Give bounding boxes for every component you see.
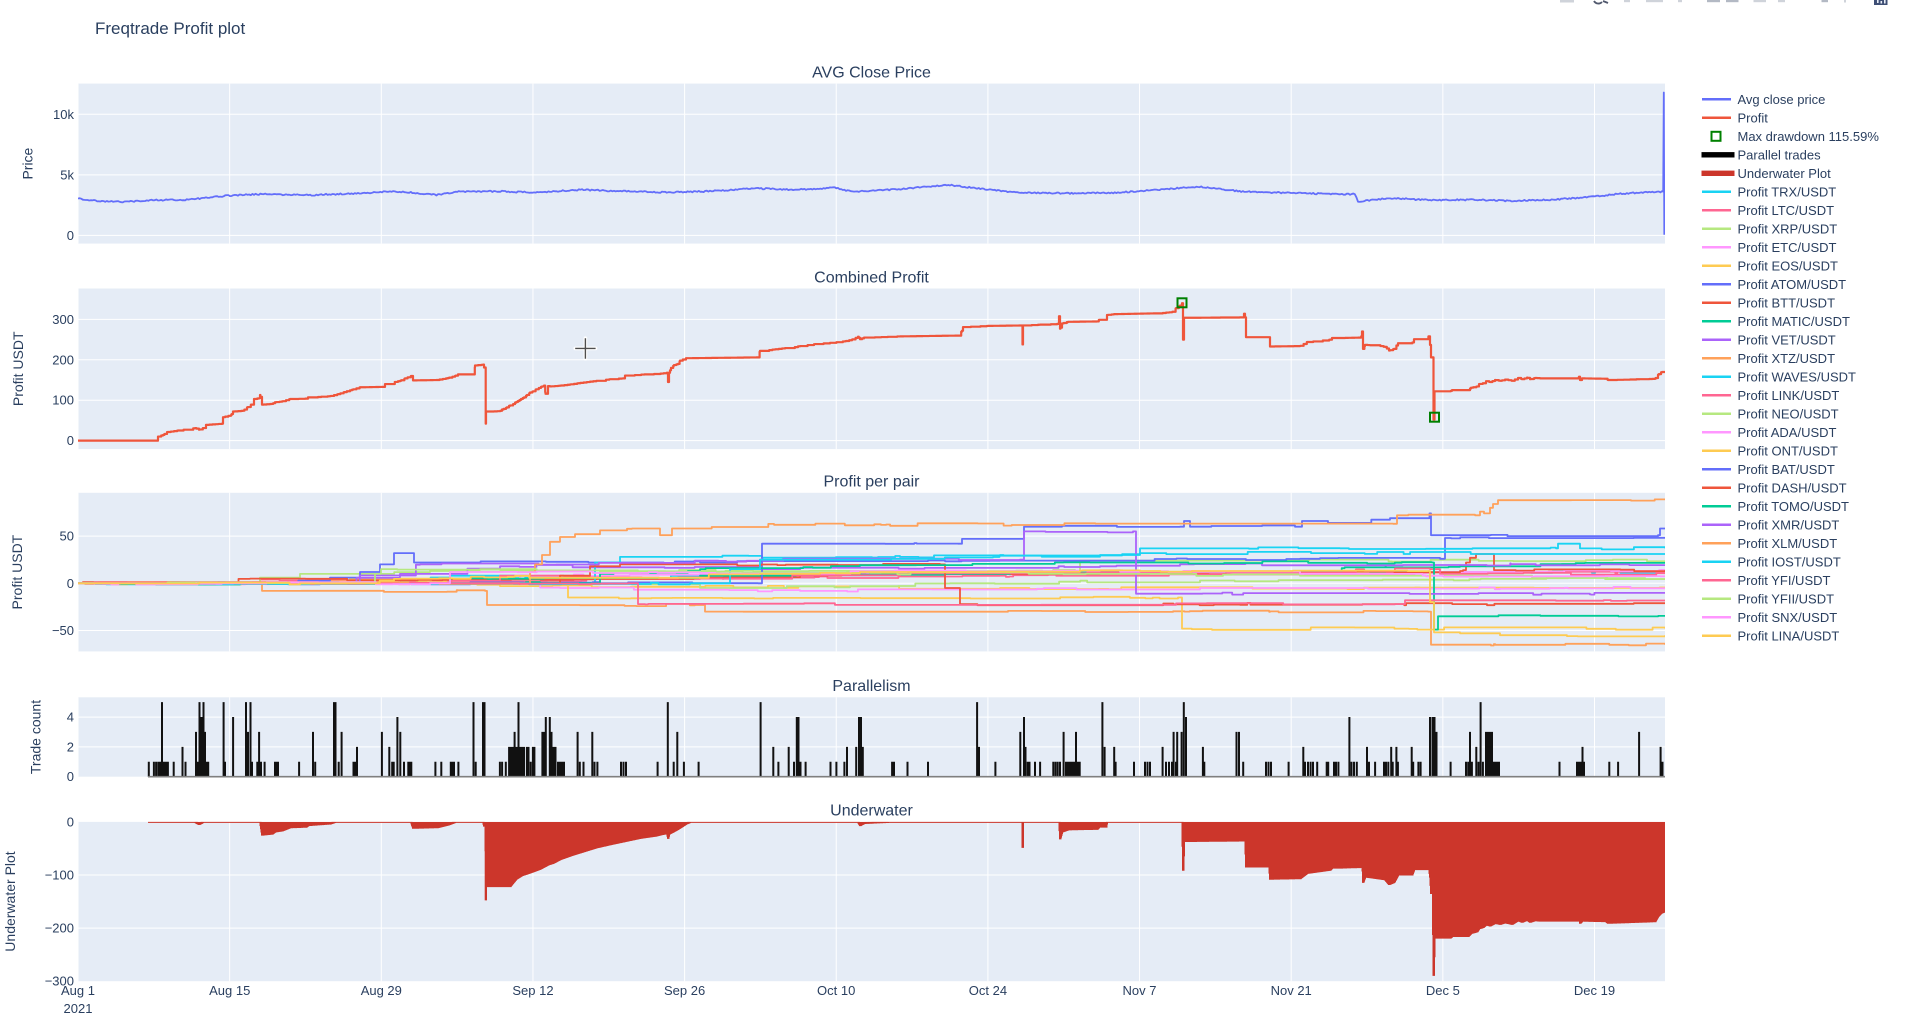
svg-text:Dec 5: Dec 5 bbox=[1426, 983, 1460, 998]
svg-text:−50: −50 bbox=[52, 623, 74, 638]
svg-text:AVG Close Price: AVG Close Price bbox=[812, 64, 931, 81]
svg-text:Trade count: Trade count bbox=[28, 700, 44, 774]
svg-text:Profit XLM/USDT: Profit XLM/USDT bbox=[1738, 536, 1838, 551]
svg-text:Profit XRP/USDT: Profit XRP/USDT bbox=[1738, 221, 1838, 236]
svg-text:Nov 21: Nov 21 bbox=[1271, 983, 1312, 998]
svg-text:Max drawdown 115.59%: Max drawdown 115.59% bbox=[1738, 129, 1880, 144]
svg-text:Oct 24: Oct 24 bbox=[969, 983, 1007, 998]
svg-text:Profit: Profit bbox=[1738, 110, 1769, 125]
svg-text:Profit BAT/USDT: Profit BAT/USDT bbox=[1738, 462, 1835, 477]
svg-text:Profit IOST/USDT: Profit IOST/USDT bbox=[1738, 554, 1841, 569]
svg-text:−300: −300 bbox=[45, 974, 74, 989]
svg-text:Avg close price: Avg close price bbox=[1738, 92, 1826, 107]
svg-text:Underwater Plot: Underwater Plot bbox=[1738, 166, 1832, 181]
svg-text:2021: 2021 bbox=[64, 1001, 93, 1016]
svg-text:Profit USDT: Profit USDT bbox=[9, 534, 25, 609]
svg-text:10k: 10k bbox=[53, 107, 74, 122]
svg-text:Profit NEO/USDT: Profit NEO/USDT bbox=[1738, 406, 1839, 421]
svg-text:0: 0 bbox=[67, 576, 74, 591]
svg-text:Profit XTZ/USDT: Profit XTZ/USDT bbox=[1738, 351, 1836, 366]
svg-text:300: 300 bbox=[52, 312, 74, 327]
svg-text:0: 0 bbox=[67, 814, 74, 829]
svg-text:−100: −100 bbox=[45, 868, 74, 883]
svg-text:Oct 10: Oct 10 bbox=[817, 983, 855, 998]
svg-text:Price: Price bbox=[20, 147, 36, 179]
svg-text:Parallel trades: Parallel trades bbox=[1738, 147, 1822, 162]
svg-text:Profit ADA/USDT: Profit ADA/USDT bbox=[1738, 425, 1837, 440]
svg-text:Profit LINA/USDT: Profit LINA/USDT bbox=[1738, 628, 1840, 643]
svg-text:50: 50 bbox=[60, 529, 74, 544]
svg-text:Profit DASH/USDT: Profit DASH/USDT bbox=[1738, 480, 1847, 495]
svg-text:Profit ETC/USDT: Profit ETC/USDT bbox=[1738, 240, 1837, 255]
svg-text:0: 0 bbox=[67, 228, 74, 243]
svg-text:200: 200 bbox=[52, 352, 74, 367]
svg-text:Profit TOMO/USDT: Profit TOMO/USDT bbox=[1738, 499, 1850, 514]
svg-text:Profit ONT/USDT: Profit ONT/USDT bbox=[1738, 443, 1838, 458]
svg-text:Sep 26: Sep 26 bbox=[664, 983, 705, 998]
svg-text:4: 4 bbox=[67, 710, 74, 725]
svg-text:Profit XMR/USDT: Profit XMR/USDT bbox=[1738, 517, 1840, 532]
svg-text:Profit VET/USDT: Profit VET/USDT bbox=[1738, 332, 1836, 347]
svg-text:100: 100 bbox=[52, 393, 74, 408]
svg-text:Aug 15: Aug 15 bbox=[209, 983, 250, 998]
svg-text:Nov 7: Nov 7 bbox=[1123, 983, 1157, 998]
svg-text:−200: −200 bbox=[45, 921, 74, 936]
svg-text:0: 0 bbox=[67, 769, 74, 784]
svg-text:5k: 5k bbox=[60, 167, 74, 182]
svg-text:Underwater: Underwater bbox=[830, 803, 913, 820]
svg-text:Profit YFI/USDT: Profit YFI/USDT bbox=[1738, 573, 1831, 588]
svg-text:Profit BTT/USDT: Profit BTT/USDT bbox=[1738, 295, 1836, 310]
svg-text:Aug 29: Aug 29 bbox=[361, 983, 402, 998]
svg-text:Profit SNX/USDT: Profit SNX/USDT bbox=[1738, 610, 1838, 625]
svg-text:Profit LTC/USDT: Profit LTC/USDT bbox=[1738, 203, 1835, 218]
svg-text:Profit LINK/USDT: Profit LINK/USDT bbox=[1738, 388, 1840, 403]
svg-text:Profit WAVES/USDT: Profit WAVES/USDT bbox=[1738, 369, 1857, 384]
svg-text:Profit MATIC/USDT: Profit MATIC/USDT bbox=[1738, 314, 1850, 329]
svg-text:Sep 12: Sep 12 bbox=[512, 983, 553, 998]
svg-text:Profit YFII/USDT: Profit YFII/USDT bbox=[1738, 591, 1835, 606]
svg-text:Profit USDT: Profit USDT bbox=[10, 331, 26, 406]
svg-text:Dec 19: Dec 19 bbox=[1574, 983, 1615, 998]
svg-text:Profit EOS/USDT: Profit EOS/USDT bbox=[1738, 258, 1838, 273]
svg-text:Freqtrade Profit plot: Freqtrade Profit plot bbox=[95, 19, 246, 38]
svg-text:0: 0 bbox=[67, 433, 74, 448]
svg-text:Underwater Plot: Underwater Plot bbox=[2, 851, 18, 951]
svg-text:Aug 1: Aug 1 bbox=[61, 983, 95, 998]
svg-text:2: 2 bbox=[67, 739, 74, 754]
svg-text:Profit ATOM/USDT: Profit ATOM/USDT bbox=[1738, 277, 1847, 292]
svg-text:Profit TRX/USDT: Profit TRX/USDT bbox=[1738, 184, 1837, 199]
svg-text:Combined Profit: Combined Profit bbox=[814, 269, 929, 286]
svg-text:Parallelism: Parallelism bbox=[832, 678, 910, 695]
svg-text:Profit per pair: Profit per pair bbox=[823, 474, 920, 491]
